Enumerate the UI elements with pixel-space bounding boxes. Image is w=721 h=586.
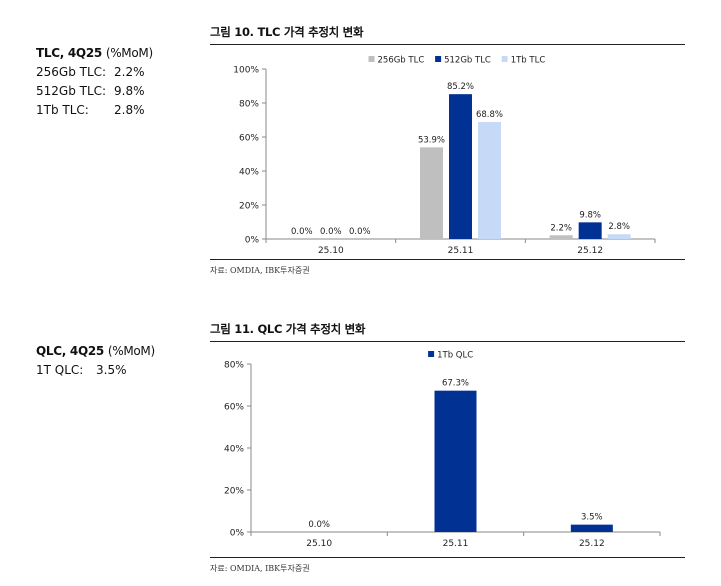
data-label: 0.0%: [320, 227, 342, 237]
chart-panel-qlc: 0% 20% 40% 60% 80% 25.10 25.11 25.12 0.0% 67.3% 3.…: [210, 343, 685, 558]
chart-legend: 1Tb QLC: [428, 351, 473, 361]
y-tick-label: 20%: [239, 202, 259, 212]
y-tick-label: 60%: [239, 134, 259, 144]
sidebar-tlc-label: 256Gb TLC:: [36, 65, 107, 79]
x-tick-label: 25.12: [579, 539, 605, 549]
bar: [449, 94, 472, 239]
legend-label: 512Gb TLC: [444, 56, 491, 66]
x-tick-label: 25.10: [318, 246, 344, 256]
bar: [570, 524, 613, 532]
data-label: 2.2%: [550, 223, 572, 233]
y-tick-label: 40%: [224, 445, 244, 455]
data-label: 2.8%: [608, 222, 630, 232]
x-tick-label: 25.10: [306, 539, 332, 549]
chart-panel-tlc: 0% 20% 40% 60% 80% 100% 25.10 25.11 25.12 0.0% 53.…: [210, 46, 685, 260]
sidebar-qlc-unit: (%MoM): [107, 344, 155, 358]
sidebar-qlc-value: 3.5%: [96, 363, 127, 377]
sidebar-tlc-row: 1Tb TLC: 2.8%: [36, 101, 153, 120]
bar: [607, 234, 631, 239]
legend-label: 256Gb TLC: [378, 56, 425, 66]
sidebar-tlc: TLC, 4Q25 (%MoM) 256Gb TLC: 2.2% 512Gb TL…: [36, 44, 153, 120]
sidebar-qlc-heading: QLC, 4Q25 (%MoM): [36, 344, 155, 358]
y-tick-label: 100%: [233, 66, 259, 76]
legend-swatch: [501, 56, 508, 62]
sidebar-qlc: QLC, 4Q25 (%MoM) 1T QLC: 3.5%: [36, 342, 155, 380]
sidebar-qlc-label: 1T QLC:: [36, 363, 84, 377]
data-label: 85.2%: [447, 82, 474, 92]
data-label: 9.8%: [579, 210, 601, 220]
sidebar-tlc-row: 512Gb TLC: 9.8%: [36, 82, 153, 101]
bar: [578, 222, 602, 239]
sidebar-tlc-heading: TLC, 4Q25 (%MoM): [36, 46, 153, 60]
legend-swatch: [435, 56, 442, 62]
figure-title: 그림 10. TLC 가격 추정치 변화: [210, 24, 685, 45]
data-label: 68.8%: [476, 110, 503, 120]
y-tick-label: 40%: [239, 168, 259, 178]
sidebar-tlc-value: 2.8%: [114, 103, 145, 117]
sidebar-tlc-label: 1Tb TLC:: [36, 103, 89, 117]
data-label: 3.5%: [581, 513, 603, 523]
chart-legend: 256Gb TLC 512Gb TLC 1Tb TLC: [368, 56, 546, 66]
x-tick-label: 25.12: [577, 246, 603, 256]
data-label: 67.3%: [442, 379, 469, 389]
y-tick-label: 0%: [230, 529, 245, 539]
legend-label: 1Tb TLC: [511, 56, 546, 66]
data-label: 53.9%: [418, 135, 445, 145]
y-tick-label: 20%: [224, 487, 244, 497]
bar: [434, 390, 477, 532]
y-tick-label: 80%: [224, 361, 244, 371]
sidebar-tlc-label: 512Gb TLC:: [36, 84, 107, 98]
x-tick-label: 25.11: [443, 539, 469, 549]
y-tick-label: 0%: [245, 236, 260, 246]
y-tick-label: 80%: [239, 100, 259, 110]
figure-source: 자료: OMDIA, IBK투자증권: [210, 266, 310, 275]
data-label: 0.0%: [349, 227, 371, 237]
data-label: 0.0%: [308, 520, 330, 530]
qlc-price-chart: 0% 20% 40% 60% 80% 25.10 25.11 25.12 0.0% 67.3% 3.…: [224, 351, 661, 549]
data-label: 0.0%: [291, 227, 313, 237]
sidebar-tlc-value: 9.8%: [114, 84, 145, 98]
sidebar-tlc-row: 256Gb TLC: 2.2%: [36, 63, 153, 82]
legend-swatch: [368, 56, 375, 62]
y-tick-label: 60%: [224, 403, 244, 413]
sidebar-qlc-row: 1T QLC: 3.5%: [36, 361, 155, 380]
sidebar-tlc-unit: (%MoM): [105, 46, 153, 60]
legend-swatch: [428, 351, 435, 357]
bar: [478, 122, 501, 239]
figure-source: 자료: OMDIA, IBK투자증권: [210, 564, 310, 573]
bar: [549, 235, 573, 239]
legend-label: 1Tb QLC: [437, 351, 473, 361]
x-tick-label: 25.11: [448, 246, 474, 256]
sidebar-tlc-value: 2.2%: [114, 65, 145, 79]
figure-title: 그림 11. QLC 가격 추정치 변화: [210, 321, 685, 342]
tlc-price-chart: 0% 20% 40% 60% 80% 100% 25.10 25.11 25.12 0.0% 53.…: [233, 56, 656, 256]
bar: [420, 147, 443, 239]
